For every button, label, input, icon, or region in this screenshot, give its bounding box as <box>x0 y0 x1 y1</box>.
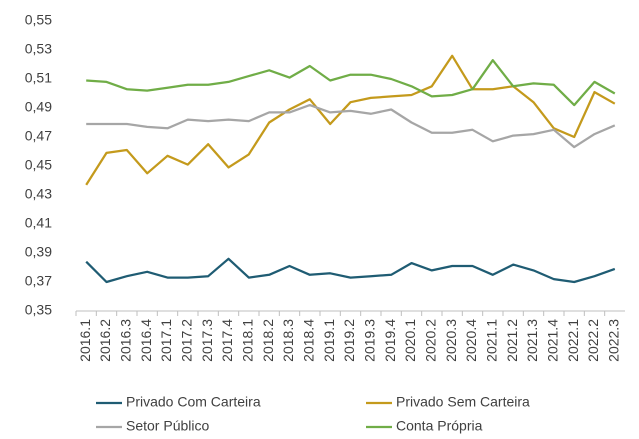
x-tick-label: 2021.1 <box>484 319 500 362</box>
x-tick-label: 2018.2 <box>260 319 276 362</box>
x-tick-label: 2021.2 <box>504 319 520 362</box>
x-tick-label: 2020.4 <box>463 319 479 362</box>
y-tick-label: 0,35 <box>25 302 52 318</box>
x-tick-label: 2022.1 <box>565 319 581 362</box>
x-tick-label: 2016.2 <box>97 319 113 362</box>
x-tick-label: 2019.3 <box>362 319 378 362</box>
x-tick-label: 2016.3 <box>118 319 134 362</box>
y-tick-label: 0,41 <box>25 215 52 231</box>
x-tick-label: 2017.1 <box>158 319 174 362</box>
series-line <box>86 103 616 149</box>
y-tick-label: 0,49 <box>25 99 52 115</box>
y-tick-label: 0,45 <box>25 157 52 173</box>
legend-label: Privado Sem Carteira <box>396 394 530 410</box>
legend-label: Privado Com Carteira <box>126 394 261 410</box>
x-tick-label: 2016.1 <box>77 319 93 362</box>
x-tick-label: 2021.3 <box>524 319 540 362</box>
y-tick-label: 0,47 <box>25 128 52 144</box>
legend-label: Setor Público <box>126 418 209 434</box>
x-tick-label: 2019.4 <box>382 319 398 362</box>
series-line <box>86 59 616 107</box>
x-tick-label: 2020.3 <box>443 319 459 362</box>
x-tick-label: 2017.4 <box>219 319 235 362</box>
x-tick-label: 2020.2 <box>423 319 439 362</box>
x-tick-label: 2017.2 <box>179 319 195 362</box>
y-tick-label: 0,55 <box>25 12 52 28</box>
y-tick-label: 0,39 <box>25 244 52 260</box>
series-line <box>85 54 616 186</box>
x-tick-label: 2018.4 <box>301 319 317 362</box>
x-tick-label: 2018.3 <box>280 319 296 362</box>
x-tick-label: 2017.3 <box>199 319 215 362</box>
x-tick-label: 2019.2 <box>341 319 357 362</box>
y-tick-label: 0,53 <box>25 41 52 57</box>
x-tick-label: 2022.3 <box>606 319 622 362</box>
x-tick-label: 2021.4 <box>545 319 561 362</box>
x-tick-label: 2018.1 <box>240 319 256 362</box>
y-tick-label: 0,43 <box>25 186 52 202</box>
x-tick-label: 2022.2 <box>585 319 601 362</box>
x-tick-label: 2019.1 <box>321 319 337 362</box>
y-tick-label: 0,51 <box>25 70 52 86</box>
x-tick-label: 2016.4 <box>138 319 154 362</box>
y-tick-label: 0,37 <box>25 273 52 289</box>
x-tick-label: 2020.1 <box>402 319 418 362</box>
legend-label: Conta Própria <box>396 418 483 434</box>
series-line <box>85 257 616 284</box>
